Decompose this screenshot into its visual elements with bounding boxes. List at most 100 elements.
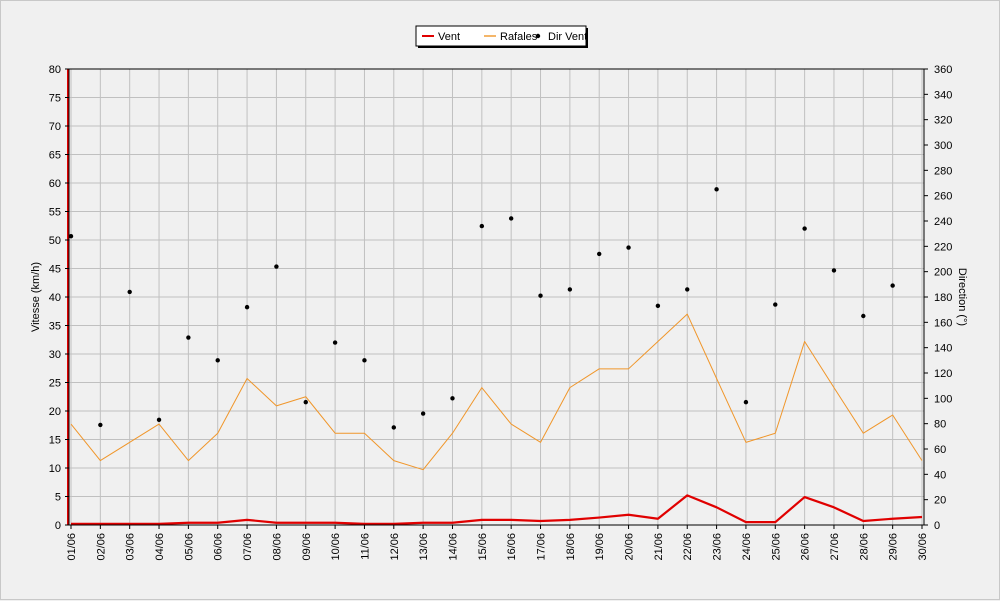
x-tick-label: 14/06 (447, 533, 459, 561)
dir-vent-point (391, 425, 396, 430)
dir-vent-point (831, 268, 837, 273)
x-tick-label: 20/06 (624, 533, 636, 561)
dir-vent-point (186, 335, 191, 340)
dir-vent-point (303, 399, 308, 405)
x-tick-label: 29/06 (888, 533, 900, 561)
x-tick-label: 17/06 (536, 533, 548, 561)
y-tick-label: 60 (49, 178, 61, 190)
x-tick-label: 11/06 (359, 533, 371, 560)
dir-vent-point (332, 340, 338, 345)
x-tick-label: 24/06 (741, 533, 753, 561)
dir-vent-point (743, 399, 749, 405)
y-tick-label: 15 (49, 435, 61, 447)
y-tick-label: 40 (49, 292, 61, 304)
y2-tick-label: 280 (934, 165, 952, 177)
x-tick-label: 08/06 (271, 533, 283, 561)
y2-tick-label: 120 (934, 368, 952, 380)
dir-vent-point (420, 411, 426, 416)
y2-tick-label: 60 (934, 444, 946, 456)
y2-tick-label: 220 (934, 241, 952, 253)
y-tick-label: 30 (49, 349, 61, 361)
legend-label-vent: Vent (438, 31, 460, 43)
dir-vent-point (244, 304, 250, 310)
dir-vent-point (479, 223, 485, 229)
x-tick-label: 27/06 (829, 533, 841, 561)
y-tick-label: 55 (49, 207, 61, 219)
y-tick-label: 50 (49, 235, 61, 247)
y2-tick-label: 140 (934, 343, 952, 355)
x-tick-label: 25/06 (770, 533, 782, 561)
x-tick-label: 26/06 (800, 533, 812, 561)
y-tick-label: 20 (49, 406, 61, 418)
x-tick-label: 09/06 (301, 533, 313, 561)
y-tick-label: 0 (55, 520, 61, 532)
vent-line (71, 494, 923, 525)
y2-tick-label: 360 (934, 64, 952, 76)
x-tick-label: 19/06 (594, 533, 606, 561)
dir-vent-point (685, 287, 690, 292)
y2-tick-label: 340 (934, 89, 952, 101)
rafales-line (70, 313, 923, 471)
y2-tick-label: 20 (934, 495, 946, 507)
y2-tick-label: 300 (934, 140, 952, 152)
x-tick-label: 16/06 (506, 533, 518, 561)
y2-tick-label: 100 (934, 393, 952, 405)
x-tick-label: 03/06 (125, 533, 137, 561)
legend-label-dir-vent: Dir Vent (548, 31, 587, 43)
legend-box (415, 25, 587, 47)
y-tick-label: 80 (49, 64, 61, 76)
y-tick-label: 35 (49, 321, 61, 333)
dir-vent-point (127, 289, 132, 295)
dir-vent-point (538, 293, 543, 298)
y-tick-label: 75 (49, 93, 61, 105)
legend-label-rafales: Rafales (500, 31, 538, 43)
x-tick-label: 06/06 (213, 533, 225, 561)
dir-vent-point (714, 187, 719, 192)
y2-tick-label: 160 (934, 317, 952, 329)
dir-vent-point (156, 417, 162, 423)
y2-tick-label: 320 (934, 115, 952, 127)
dir-vent-point (68, 234, 74, 239)
x-tick-label: 15/06 (477, 533, 489, 561)
y2-tick-label: 260 (934, 191, 952, 203)
y-tick-label: 70 (49, 121, 61, 133)
x-tick-label: 02/06 (95, 533, 107, 561)
dir-vent-point (861, 313, 866, 319)
dir-vent-point (508, 216, 514, 221)
legend-swatch-dir-vent (535, 33, 541, 39)
x-tick-label: 07/06 (242, 533, 254, 561)
x-tick-label: 04/06 (154, 533, 166, 561)
x-tick-label: 22/06 (682, 533, 694, 561)
dir-vent-point (98, 422, 103, 428)
dir-vent-point (890, 283, 895, 288)
dir-vent-point (773, 302, 778, 307)
y2-tick-label: 40 (934, 469, 946, 481)
x-tick-label: 13/06 (418, 533, 430, 561)
x-tick-label: 30/06 (917, 533, 929, 561)
dir-vent-point (655, 303, 661, 309)
x-tick-label: 12/06 (389, 533, 401, 561)
y2-tick-label: 240 (934, 216, 952, 228)
dir-vent-point (215, 358, 220, 363)
y-tick-label: 45 (49, 264, 61, 276)
x-tick-label: 23/06 (712, 533, 724, 561)
y-tick-label: 65 (49, 150, 61, 162)
x-tick-label: 05/06 (183, 533, 195, 561)
x-tick-label: 01/06 (66, 533, 78, 561)
y-tick-label: 5 (55, 492, 61, 504)
y2-tick-label: 200 (934, 267, 952, 279)
dir-vent-point (802, 226, 807, 231)
y-axis-title: Vitesse (km/h) (30, 262, 42, 332)
dir-vent-point (274, 264, 279, 269)
x-tick-label: 10/06 (330, 533, 342, 561)
y-tick-label: 10 (49, 463, 61, 475)
x-tick-label: 21/06 (653, 533, 665, 561)
y2-tick-label: 0 (934, 520, 940, 532)
dir-vent-point (362, 358, 367, 363)
dir-vent-point (597, 251, 602, 257)
dir-vent-point (567, 287, 573, 292)
y2-tick-label: 80 (934, 419, 946, 431)
x-tick-label: 28/06 (858, 533, 870, 561)
